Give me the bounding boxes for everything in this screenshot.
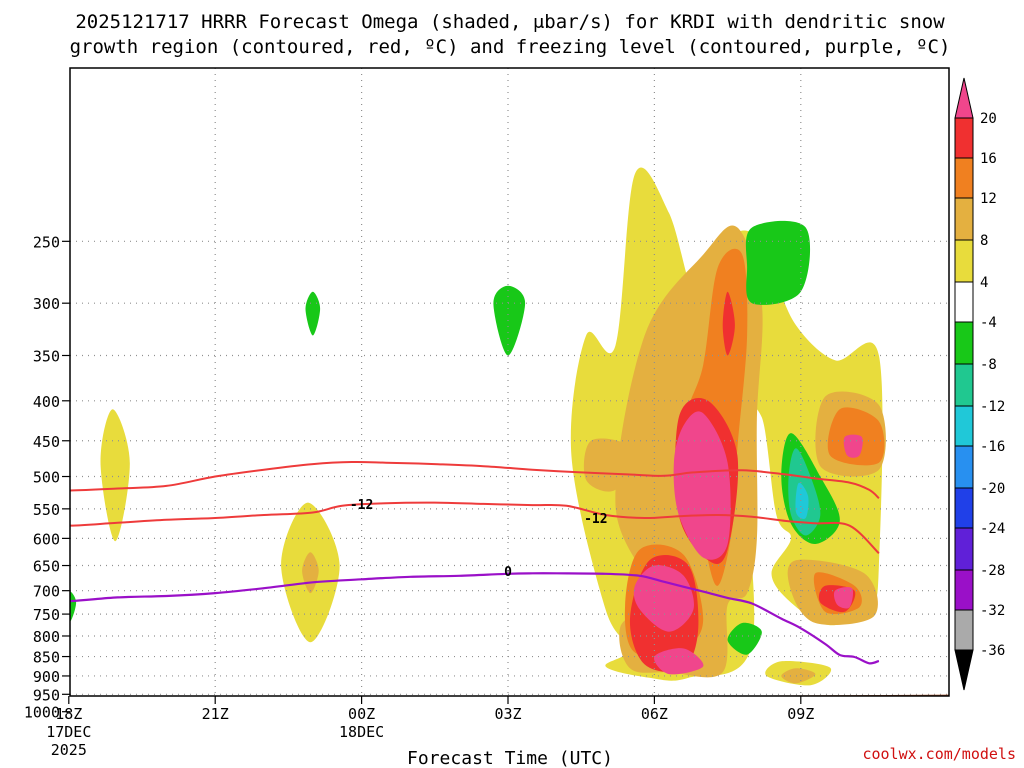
colorbar-label-1: 16	[980, 151, 997, 167]
omega-region-20-lower	[633, 565, 695, 632]
omega-region-20-right	[843, 434, 863, 458]
colorbar-top-arrow	[954, 77, 974, 119]
omega-region-16-top	[722, 291, 735, 356]
x-tick-label-09Z: 09Z	[787, 705, 814, 723]
colorbar-bin-5	[954, 281, 974, 323]
plot-frame	[69, 67, 950, 697]
colorbar-label-3: 8	[980, 233, 988, 249]
x-tick-label-18Z: 18Z	[55, 705, 82, 723]
omega-region-neg12	[795, 482, 809, 519]
y-tick-label-400: 400	[33, 393, 60, 411]
colorbar-label-9: -20	[980, 481, 1005, 497]
omega-region-neg4-mid	[305, 291, 321, 336]
y-axis: 2503003504004505005506006507007508008509…	[24, 233, 70, 722]
y-tick-label-650: 650	[33, 558, 60, 576]
x-tick-year-18Z: 2025	[51, 741, 87, 759]
y-tick-label-350: 350	[33, 347, 60, 365]
colorbar-bin-2	[954, 157, 974, 199]
x-tick-date-00Z: 18DEC	[339, 723, 384, 741]
y-tick-label-300: 300	[33, 295, 60, 313]
colorbar-label-6: -8	[980, 357, 997, 373]
omega-region-20-surface	[654, 648, 704, 675]
colorbar-label-5: -4	[980, 315, 997, 331]
omega-region-20-east	[833, 587, 854, 609]
dgz-contour-minus18	[70, 460, 880, 499]
colorbar-bin-11	[954, 527, 974, 571]
freezing-level-label: 0	[504, 565, 512, 580]
colorbar-bin-3	[954, 197, 974, 241]
colorbar-bottom-arrow	[954, 649, 974, 691]
omega-region-20-upper	[673, 411, 731, 560]
y-tick-label-900: 900	[33, 668, 60, 686]
y-tick-label-450: 450	[33, 433, 60, 451]
colorbar-bin-9	[954, 445, 974, 489]
colorbar-legend: 20 16 12 8 4 -4 -8 -12 -16 -20 -24 -28 -32 -36	[954, 77, 1005, 691]
watermark: coolwx.com/models	[862, 745, 1016, 763]
x-tick-label-00Z: 00Z	[348, 705, 375, 723]
y-tick-label-950: 950	[33, 686, 60, 704]
y-tick-label-1000: 1000	[24, 704, 60, 722]
omega-region-neg4-low	[727, 622, 762, 655]
colorbar-bin-10	[954, 487, 974, 529]
y-tick-label-250: 250	[33, 233, 60, 251]
colorbar-bin-7	[954, 363, 974, 407]
x-tick-label-03Z: 03Z	[494, 705, 521, 723]
omega-region-neg4-west	[70, 591, 77, 623]
omega-region-4-west	[100, 409, 130, 542]
colorbar-bin-6	[954, 321, 974, 365]
colorbar-label-7: -12	[980, 399, 1005, 415]
colorbar-label-11: -28	[980, 563, 1005, 579]
dgz-label-1: -12	[584, 512, 607, 527]
y-tick-label-500: 500	[33, 469, 60, 487]
y-tick-label-850: 850	[33, 649, 60, 667]
chart-title-line1: 2025121717 HRRR Forecast Omega (shaded, …	[75, 11, 945, 33]
x-axis-title: Forecast Time (UTC)	[407, 748, 613, 768]
colorbar-label-13: -36	[980, 643, 1005, 659]
colorbar-label-12: -32	[980, 603, 1005, 619]
contour-labels: -12 -12 0	[350, 498, 608, 580]
x-tick-label-21Z: 21Z	[202, 705, 229, 723]
y-tick-label-600: 600	[33, 530, 60, 548]
freezing-level-contour	[70, 572, 880, 665]
colorbar-label-4: 4	[980, 275, 988, 291]
colorbar-label-2: 12	[980, 191, 997, 207]
dgz-label-0: -12	[350, 498, 373, 513]
omega-region-neg4-upper	[745, 220, 811, 305]
y-tick-label-800: 800	[33, 628, 60, 646]
y-tick-label-700: 700	[33, 583, 60, 601]
omega-region-8-low	[781, 668, 816, 684]
omega-region-neg4-east	[493, 285, 526, 356]
colorbar-bin-1	[954, 117, 974, 159]
colorbar-bin-4	[954, 239, 974, 283]
y-tick-label-750: 750	[33, 606, 60, 624]
colorbar-bin-13	[954, 609, 974, 651]
omega-shading	[70, 167, 886, 686]
x-tick-label-06Z: 06Z	[641, 705, 668, 723]
colorbar-label-10: -24	[980, 521, 1005, 537]
dgz-contour-minus12	[70, 501, 880, 555]
colorbar-bin-12	[954, 569, 974, 611]
chart-title-line2: growth region (contoured, red, ºC) and f…	[70, 36, 951, 58]
x-tick-date-18Z: 17DEC	[46, 723, 91, 741]
colorbar-label-0: 20	[980, 111, 997, 127]
y-tick-label-550: 550	[33, 501, 60, 519]
omega-region-8-left	[583, 438, 631, 492]
colorbar-label-8: -16	[980, 439, 1005, 455]
colorbar-bin-8	[954, 405, 974, 447]
